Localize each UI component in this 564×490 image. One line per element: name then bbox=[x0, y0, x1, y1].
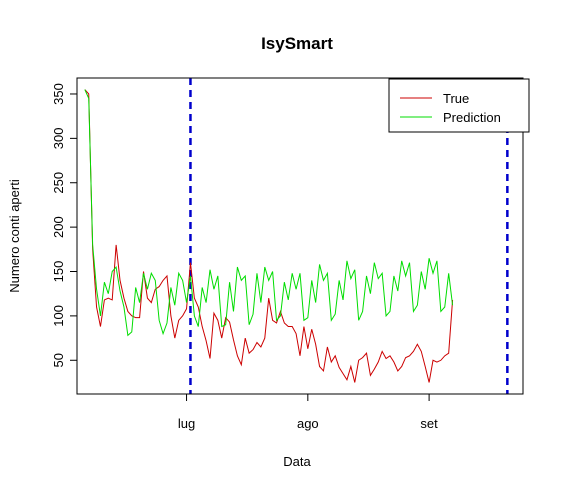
y-axis: 50 100 150 200 250 300 350 bbox=[51, 83, 78, 368]
legend-label-true: True bbox=[443, 91, 469, 106]
x-axis: lug ago set bbox=[178, 393, 438, 431]
y-axis-label: Numero conti aperti bbox=[7, 179, 22, 293]
series-line-prediction bbox=[84, 89, 454, 337]
y-tick-label-250: 250 bbox=[51, 172, 66, 194]
x-tick-label-set: set bbox=[420, 416, 438, 431]
x-axis-label: Data bbox=[283, 454, 311, 469]
legend: True Prediction bbox=[388, 78, 530, 133]
series-layer bbox=[84, 89, 454, 383]
y-tick-label-200: 200 bbox=[51, 216, 66, 238]
series-line-true bbox=[84, 89, 454, 383]
y-tick-label-350: 350 bbox=[51, 83, 66, 105]
y-tick-label-300: 300 bbox=[51, 128, 66, 150]
x-tick-label-lug: lug bbox=[178, 416, 195, 431]
x-tick-label-ago: ago bbox=[297, 416, 319, 431]
y-tick-label-150: 150 bbox=[51, 261, 66, 283]
chart-title: IsySmart bbox=[261, 34, 333, 53]
y-tick-label-100: 100 bbox=[51, 305, 66, 327]
legend-label-prediction: Prediction bbox=[443, 110, 501, 125]
legend-box bbox=[388, 78, 530, 133]
y-tick-label-50: 50 bbox=[51, 353, 66, 367]
